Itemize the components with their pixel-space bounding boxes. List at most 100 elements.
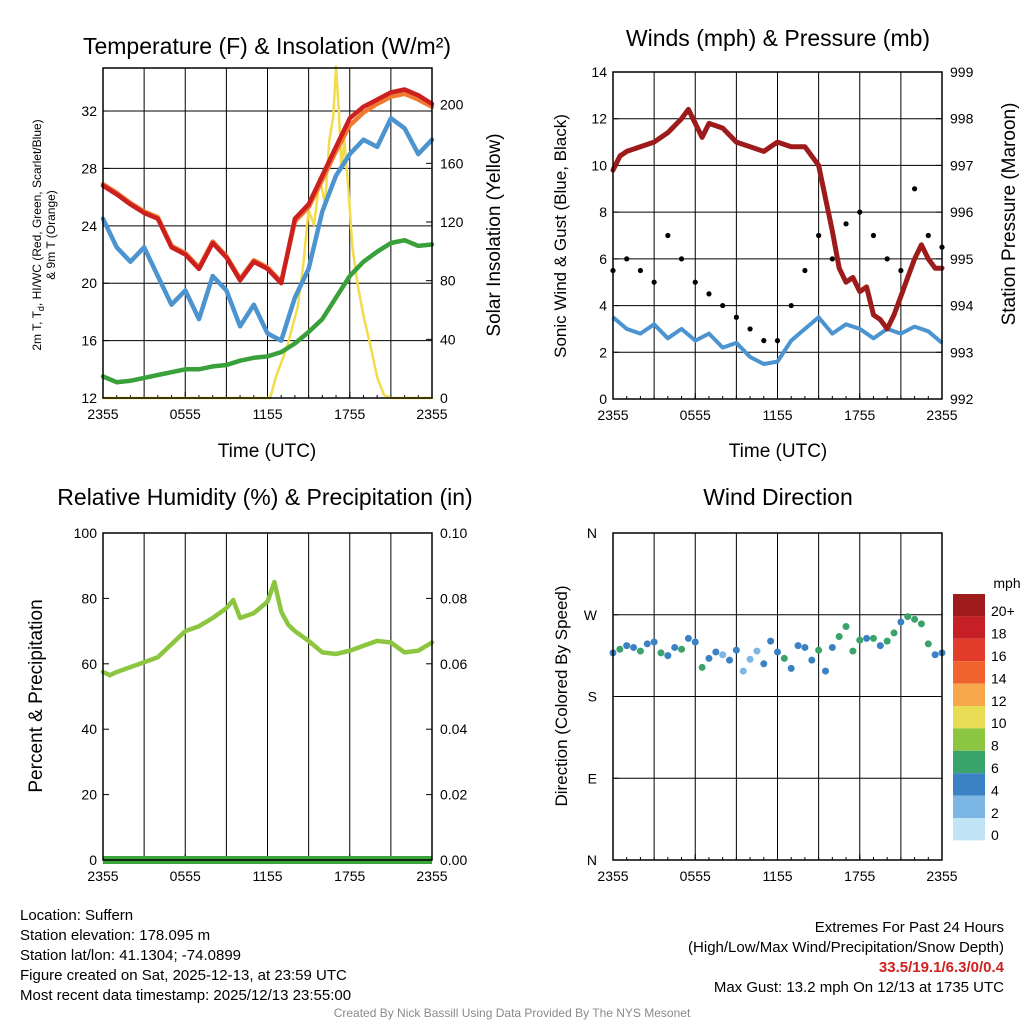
direction-point (650, 638, 658, 646)
temp-y-label-line1: 2m T, Td, HI/WC (Red, Green, Scarlet/Blu… (30, 119, 46, 350)
direction-point (787, 664, 795, 672)
direction-point (801, 643, 809, 651)
y-tick-label: N (587, 852, 597, 868)
y-tick-label: S (588, 689, 597, 705)
colorbar-label: 6 (991, 760, 999, 776)
x-tick-label: 2355 (87, 868, 118, 884)
colorbar-swatch (953, 706, 985, 729)
direction-point (671, 643, 679, 651)
y-tick-label: 16 (81, 333, 97, 349)
temp-panel-title: Temperature (F) & Insolation (W/m²) (83, 33, 451, 59)
direction-point (726, 656, 734, 664)
direction-point (732, 646, 740, 654)
gust-point (733, 314, 739, 320)
y-tick-label: 0.10 (440, 525, 467, 541)
direction-point (911, 615, 919, 623)
colorbar-swatch (953, 638, 985, 662)
plot-frame (102, 532, 433, 861)
x-tick-label: 0555 (170, 406, 201, 422)
y-tick-label: 12 (591, 111, 607, 127)
gust-point (898, 267, 904, 274)
direction-point (746, 655, 754, 663)
direction-point (616, 645, 624, 653)
direction-point (835, 633, 843, 641)
temp-y-label-part-a: 2m T, T (30, 310, 44, 350)
gust-point (720, 302, 726, 309)
gust-point (665, 232, 671, 239)
colorbar-swatch (953, 773, 985, 796)
wind-panel-title: Winds (mph) & Pressure (mb) (626, 25, 930, 51)
y-tick-label: N (587, 525, 597, 541)
y-tick-label: W (584, 607, 598, 623)
colorbar-swatch (953, 795, 985, 818)
y-tick-label: 32 (81, 103, 97, 119)
series-line-station-pressure (610, 106, 945, 332)
x-tick-label: 2355 (416, 868, 447, 884)
direction-point (698, 663, 706, 671)
colorbar-label: 2 (991, 805, 999, 821)
series-line-wind-chill (100, 115, 435, 343)
extremes-values: 33.5/19.1/6.3/0/0.4 (878, 959, 1004, 976)
figure-created: Figure created on Sat, 2025-12-13, at 23… (20, 967, 347, 984)
direction-point (828, 643, 836, 651)
direction-point (863, 634, 871, 642)
dir-y-label: Direction (Colored By Speed) (552, 585, 571, 806)
humidity-precip-panel: 2355 0555 1155 1755 23550204060801000.000.02… (74, 525, 468, 884)
x-tick-label: 0555 (680, 407, 711, 423)
direction-point (924, 640, 932, 648)
extremes-box: Extremes For Past 24 Hours (High/Low/Max… (688, 918, 1004, 998)
direction-point (774, 648, 781, 656)
x-tick-label: 1155 (252, 406, 282, 422)
station-elevation: Station elevation: 178.095 m (20, 927, 211, 944)
y-tick-label: 20 (81, 787, 97, 803)
wind-y2-label: Station Pressure (Maroon) (999, 103, 1020, 326)
credit-line: Created By Nick Bassill Using Data Provi… (333, 1006, 691, 1020)
y-tick-label: 0.04 (440, 721, 467, 737)
gust-point (637, 267, 644, 274)
y-tick-label: 0.06 (440, 656, 467, 672)
gust-point (624, 256, 630, 262)
plot-frame (612, 71, 943, 400)
temp-y2-label: Solar Insolation (Yellow) (484, 133, 505, 336)
x-tick-label: 2355 (416, 406, 447, 422)
y-tick-label: 0.08 (440, 590, 467, 606)
wind-y-label: Sonic Wind & Gust (Blue, Black) (551, 114, 570, 358)
y-tick-label: 8 (599, 204, 607, 220)
gust-point (706, 291, 712, 297)
x-tick-label: 1155 (762, 868, 792, 884)
plot-frame (612, 532, 943, 861)
direction-point (767, 637, 775, 645)
direction-point (856, 636, 864, 644)
gust-point (857, 209, 863, 215)
gust-point (829, 256, 835, 262)
gust-point (802, 267, 808, 274)
gust-point (816, 232, 822, 239)
direction-point (636, 647, 644, 655)
gust-point (870, 232, 877, 239)
y-tick-label: 0 (599, 391, 607, 407)
y-tick-label: 2 (599, 344, 607, 360)
temp-y-label-sub: d (36, 306, 46, 311)
x-tick-label: 0555 (680, 868, 711, 884)
x-tick-label: 2355 (597, 407, 628, 423)
colorbar-title: mph (993, 575, 1020, 591)
y-tick-label: 0.02 (440, 787, 467, 803)
y-tick-label: 4 (599, 298, 607, 314)
gust-point (884, 256, 890, 262)
station-latlon: Station lat/lon: 41.1304; -74.0899 (20, 947, 242, 964)
gust-point (843, 221, 849, 227)
colorbar-label: 0 (991, 827, 999, 843)
y-tick-label: 28 (81, 160, 97, 176)
colorbar-label: 8 (991, 738, 999, 754)
y-tick-label: 200 (440, 97, 464, 113)
y-tick-label: 24 (81, 218, 97, 234)
y-tick-label: 60 (81, 656, 97, 672)
dir-panel-title: Wind Direction (703, 484, 853, 510)
rh-panel-title: Relative Humidity (%) & Precipitation (i… (57, 484, 472, 510)
y-tick-label: 0 (89, 852, 97, 868)
y-tick-label: 14 (591, 64, 607, 80)
temperature-panel: 2355 0555 1155 1755 235512162024283204080120… (81, 65, 464, 422)
direction-point (869, 634, 877, 642)
series-line-dewpoint (100, 237, 435, 385)
